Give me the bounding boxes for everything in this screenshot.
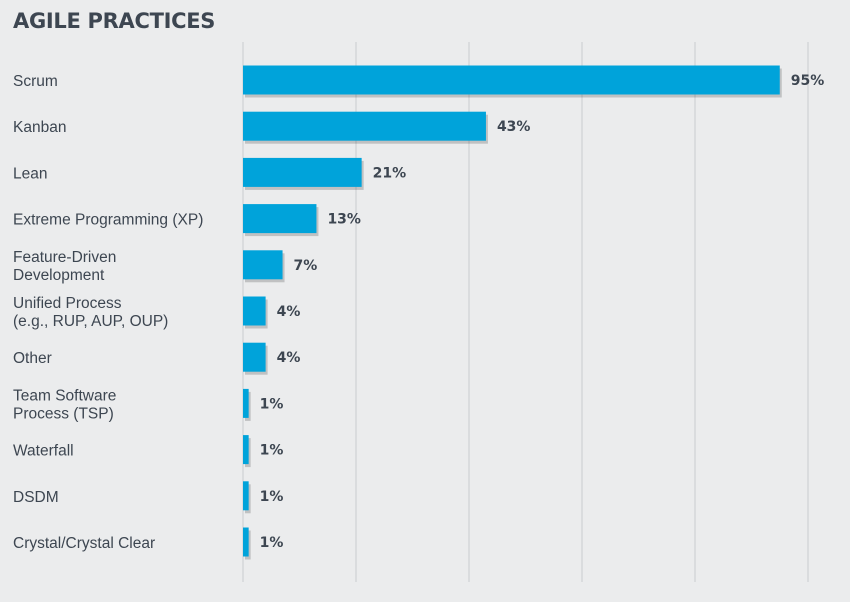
bar <box>243 157 362 187</box>
category-label-line: (e.g., RUP, AUP, OUP) <box>13 313 168 330</box>
bar <box>243 65 780 95</box>
bar <box>243 388 249 418</box>
bar <box>243 204 317 234</box>
value-label: 21% <box>373 165 407 181</box>
category-label-line: Kanban <box>13 119 66 136</box>
category-label-line: Lean <box>13 165 47 182</box>
bar <box>243 296 266 326</box>
category-label: Scrum <box>13 73 58 90</box>
category-label-line: Scrum <box>13 73 58 90</box>
category-label-line: Waterfall <box>13 443 74 460</box>
bar <box>243 527 249 557</box>
category-label: Crystal/Crystal Clear <box>13 535 155 552</box>
value-label: 13% <box>327 212 361 228</box>
category-label-line: Crystal/Crystal Clear <box>13 535 155 552</box>
category-label-line: Team Software <box>13 387 116 404</box>
category-label-line: Other <box>13 350 52 367</box>
category-label-line: Extreme Programming (XP) <box>13 212 203 229</box>
value-label: 1% <box>260 535 284 551</box>
value-label: 1% <box>260 443 284 459</box>
category-label: DSDM <box>13 489 59 506</box>
bar <box>243 250 283 280</box>
value-labels: 95% 43% 21% 13% 7% 4% 4% 1% 1% 1% 1% <box>260 73 825 551</box>
value-label: 1% <box>260 396 284 412</box>
value-label: 7% <box>294 258 318 274</box>
bar <box>243 435 249 465</box>
category-label: Lean <box>13 165 47 182</box>
value-label: 95% <box>791 73 825 89</box>
category-label: Unified Process (e.g., RUP, AUP, OUP) <box>13 295 168 330</box>
bar <box>243 111 486 141</box>
category-label-line: Process (TSP) <box>13 405 114 422</box>
bars <box>243 65 782 560</box>
category-label: Team Software Process (TSP) <box>13 387 116 422</box>
bar <box>243 342 266 372</box>
value-label: 4% <box>277 304 301 320</box>
category-label: Waterfall <box>13 443 74 460</box>
bar <box>243 481 249 511</box>
category-label: Feature-Driven Development <box>13 249 116 284</box>
category-label: Extreme Programming (XP) <box>13 212 203 229</box>
category-label: Kanban <box>13 119 66 136</box>
category-labels: Scrum Kanban Lean Extreme Programming (XP) F… <box>13 73 203 552</box>
chart-title: AGILE PRACTICES <box>13 9 216 33</box>
category-label: Other <box>13 350 52 367</box>
category-label-line: Feature-Driven <box>13 249 116 266</box>
value-label: 43% <box>497 119 531 135</box>
category-label-line: DSDM <box>13 489 59 506</box>
category-label-line: Unified Process <box>13 295 122 312</box>
value-label: 4% <box>277 350 301 366</box>
category-label-line: Development <box>13 267 105 284</box>
value-label: 1% <box>260 489 284 505</box>
